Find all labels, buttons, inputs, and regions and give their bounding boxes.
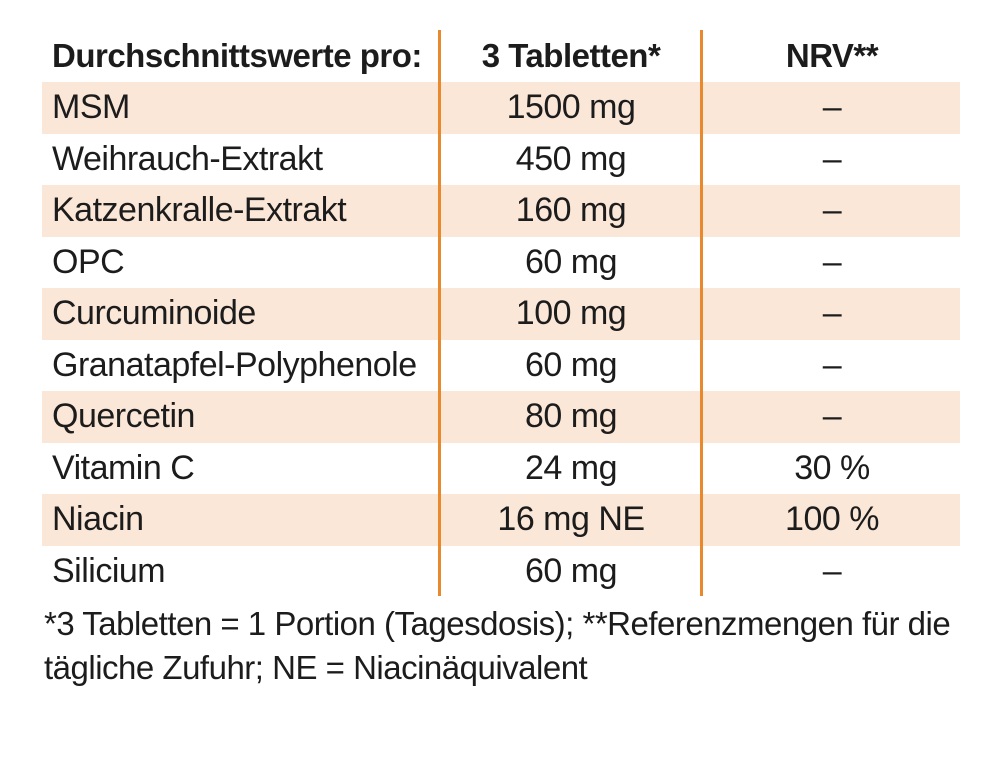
row-nrv: – — [822, 191, 842, 230]
row-name: Quercetin — [52, 397, 195, 436]
row-nrv: – — [822, 139, 842, 178]
row-amount: 24 mg — [525, 448, 618, 487]
row-amount: 60 mg — [525, 551, 618, 590]
table-row: Vitamin C 24 mg 30 % — [42, 443, 960, 495]
nutrition-table: Durchschnittswerte pro: 3 Tabletten* NRV… — [42, 30, 960, 597]
row-nrv: – — [822, 551, 842, 590]
row-nrv: – — [822, 397, 842, 436]
table-row: Curcuminoide 100 mg – — [42, 288, 960, 340]
row-nrv: – — [822, 88, 842, 127]
row-amount: 60 mg — [525, 345, 618, 384]
row-amount: 100 mg — [515, 294, 627, 333]
row-name: Vitamin C — [52, 448, 195, 487]
row-amount: 450 mg — [515, 139, 627, 178]
table-row: Granatapfel-Polyphenole 60 mg – — [42, 340, 960, 392]
footnote-line-1: *3 Tabletten = 1 Portion (Tagesdosis); *… — [44, 605, 951, 642]
footnote: *3 Tabletten = 1 Portion (Tagesdosis); *… — [44, 602, 974, 690]
table-row: Weihrauch-Extrakt 450 mg – — [42, 134, 960, 186]
row-nrv: – — [822, 242, 842, 281]
header-amount: 3 Tabletten* — [481, 37, 661, 74]
row-amount: 1500 mg — [506, 88, 636, 127]
row-name: MSM — [52, 88, 130, 127]
column-divider-1 — [438, 30, 441, 596]
footnote-line-2: tägliche Zufuhr; NE = Niacinäquivalent — [44, 649, 588, 686]
row-nrv: – — [822, 294, 842, 333]
row-amount: 16 mg NE — [497, 500, 645, 539]
row-name: Weihrauch-Extrakt — [52, 139, 323, 178]
table-row: Katzenkralle-Extrakt 160 mg – — [42, 185, 960, 237]
header-nrv: NRV** — [785, 37, 879, 74]
row-amount: 160 mg — [515, 191, 627, 230]
table-row: Quercetin 80 mg – — [42, 391, 960, 443]
table-row: MSM 1500 mg – — [42, 82, 960, 134]
header-name: Durchschnittswerte pro: — [52, 37, 422, 74]
table-row: Silicium 60 mg – — [42, 546, 960, 598]
table-header: Durchschnittswerte pro: 3 Tabletten* NRV… — [42, 30, 960, 82]
row-name: OPC — [52, 242, 125, 281]
row-amount: 60 mg — [525, 242, 618, 281]
column-divider-2 — [700, 30, 703, 596]
row-name: Silicium — [52, 551, 166, 590]
row-amount: 80 mg — [525, 397, 618, 436]
row-nrv: 100 % — [785, 500, 879, 539]
row-name: Niacin — [52, 500, 144, 539]
row-name: Katzenkralle-Extrakt — [52, 191, 347, 230]
row-name: Curcuminoide — [52, 294, 256, 333]
row-name: Granatapfel-Polyphenole — [52, 345, 417, 384]
table-row: OPC 60 mg – — [42, 237, 960, 289]
row-nrv: – — [822, 345, 842, 384]
row-nrv: 30 % — [794, 448, 870, 487]
table-row: Niacin 16 mg NE 100 % — [42, 494, 960, 546]
